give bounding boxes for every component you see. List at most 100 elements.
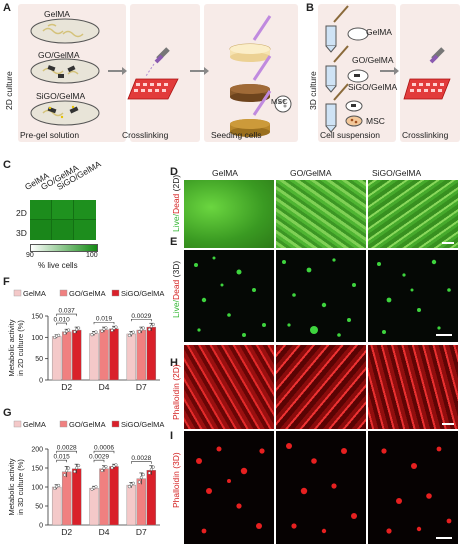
bar xyxy=(126,333,137,381)
b-label-sigo-gelma: SiGO/GelMA xyxy=(348,82,398,92)
x-tick-label: D4 xyxy=(99,527,110,537)
x-tick-label: D7 xyxy=(136,382,147,392)
a-step-pregel: Pre-gel solution xyxy=(20,130,80,140)
panel-letter-b: B xyxy=(306,2,314,14)
p-bracket xyxy=(56,322,67,326)
y-tick-label: 0 xyxy=(39,378,43,385)
i-images xyxy=(184,431,458,544)
data-point xyxy=(139,327,143,332)
c-scale-min: 90 xyxy=(26,252,34,259)
data-point xyxy=(127,485,131,489)
e-image-go-gelma xyxy=(276,250,366,342)
dish-sigo-gelma-icon xyxy=(30,100,100,126)
bar xyxy=(136,329,147,381)
i-image-row xyxy=(184,431,458,544)
live-cell-dots xyxy=(194,256,451,337)
bar xyxy=(136,478,147,526)
dish-go-gelma-icon xyxy=(30,58,100,84)
panel-a-schematic xyxy=(30,15,292,137)
c-colorbar xyxy=(30,244,98,252)
y-axis-label: Metabolic activity xyxy=(7,458,16,515)
y-tick-label: 50 xyxy=(35,356,43,363)
data-point xyxy=(110,328,114,332)
bar xyxy=(126,484,137,526)
x-tick-label: D7 xyxy=(136,527,147,537)
data-point xyxy=(131,330,135,334)
p-value-label: 0.0029 xyxy=(131,313,151,320)
c-cell xyxy=(52,200,74,220)
p-value-label: 0.0006 xyxy=(94,445,114,452)
a-step-seeding: Seeding cells xyxy=(211,130,262,140)
seeding-disc-gelma-icon xyxy=(229,15,272,62)
a-label-gelma: GelMA xyxy=(44,9,70,19)
data-point xyxy=(141,326,145,330)
legend-label: GelMA xyxy=(23,420,46,429)
p-value-label: 0.037 xyxy=(59,308,76,315)
y-axis-label: in 3D culture (%) xyxy=(16,459,25,515)
data-point xyxy=(104,465,108,469)
data-point xyxy=(90,487,94,491)
y-tick-label: 150 xyxy=(31,466,43,473)
a-label-sigo-gelma: SiGO/GelMA xyxy=(36,91,86,101)
data-point xyxy=(53,486,57,490)
panel-b-background-right xyxy=(400,4,460,142)
data-point xyxy=(131,481,135,485)
p-value-label: 0.0029 xyxy=(89,454,109,461)
data-point xyxy=(67,328,71,332)
c-row-3d: 3D xyxy=(16,228,27,238)
panel-letter-d: D xyxy=(170,166,178,178)
y-tick-label: 100 xyxy=(31,335,43,342)
c-cell xyxy=(74,200,96,220)
crosslinking-plate-icon xyxy=(127,47,179,100)
c-cell xyxy=(30,220,52,240)
p-bracket xyxy=(131,318,152,322)
data-point xyxy=(77,464,81,468)
c-cell xyxy=(74,220,96,240)
a-step-crosslinking: Crosslinking xyxy=(122,130,169,140)
legend-swatch xyxy=(59,289,68,297)
msc-cells-icon xyxy=(274,95,292,113)
i-image-go-gelma xyxy=(276,431,366,544)
bar xyxy=(61,331,72,381)
data-point xyxy=(114,325,118,329)
data-point xyxy=(151,465,155,469)
panel-letter-g: G xyxy=(3,407,12,419)
data-point xyxy=(67,466,71,470)
legend-swatch xyxy=(111,289,120,297)
data-point xyxy=(137,480,141,484)
seeding-disc-go-gelma-icon xyxy=(230,55,272,102)
col-header-go-gelma: GO/GelMA xyxy=(290,168,332,178)
tube-go-gelma-icon xyxy=(325,45,369,93)
p-bracket xyxy=(131,461,152,464)
x-tick-label: D2 xyxy=(61,382,72,392)
bar xyxy=(146,326,157,381)
scale-bar xyxy=(442,423,454,425)
h-image-go-gelma xyxy=(276,345,366,429)
legend-swatch xyxy=(13,420,22,428)
data-point xyxy=(127,333,131,338)
data-point xyxy=(114,463,118,467)
bar xyxy=(89,487,99,526)
legend-swatch xyxy=(13,289,22,297)
legend-label: SiGO/GelMA xyxy=(121,289,164,298)
p-bracket xyxy=(56,459,67,463)
c-cell xyxy=(30,200,52,220)
tube-sigo-gelma-icon xyxy=(325,83,363,133)
legend-label: SiGO/GelMA xyxy=(121,420,164,429)
data-point xyxy=(57,483,61,487)
a-label-go-gelma: GO/GelMA xyxy=(38,50,80,60)
i-image-sigo-gelma xyxy=(368,431,458,544)
panel-b-side-label: 3D culture xyxy=(308,71,318,110)
d-row-label-mode: (2D) xyxy=(171,174,181,194)
h-image-row xyxy=(184,345,458,429)
legend-label: GO/GelMA xyxy=(69,420,106,429)
col-header-gelma: GelMA xyxy=(212,168,238,178)
data-point xyxy=(73,469,77,474)
bar xyxy=(71,468,82,526)
b-label-msc: MSC xyxy=(366,116,385,126)
legend-label: GelMA xyxy=(23,289,46,298)
panel-letter-h: H xyxy=(170,357,178,369)
data-point xyxy=(104,326,108,330)
y-axis-label: in 2D culture (%) xyxy=(16,320,25,376)
data-point xyxy=(110,466,114,470)
